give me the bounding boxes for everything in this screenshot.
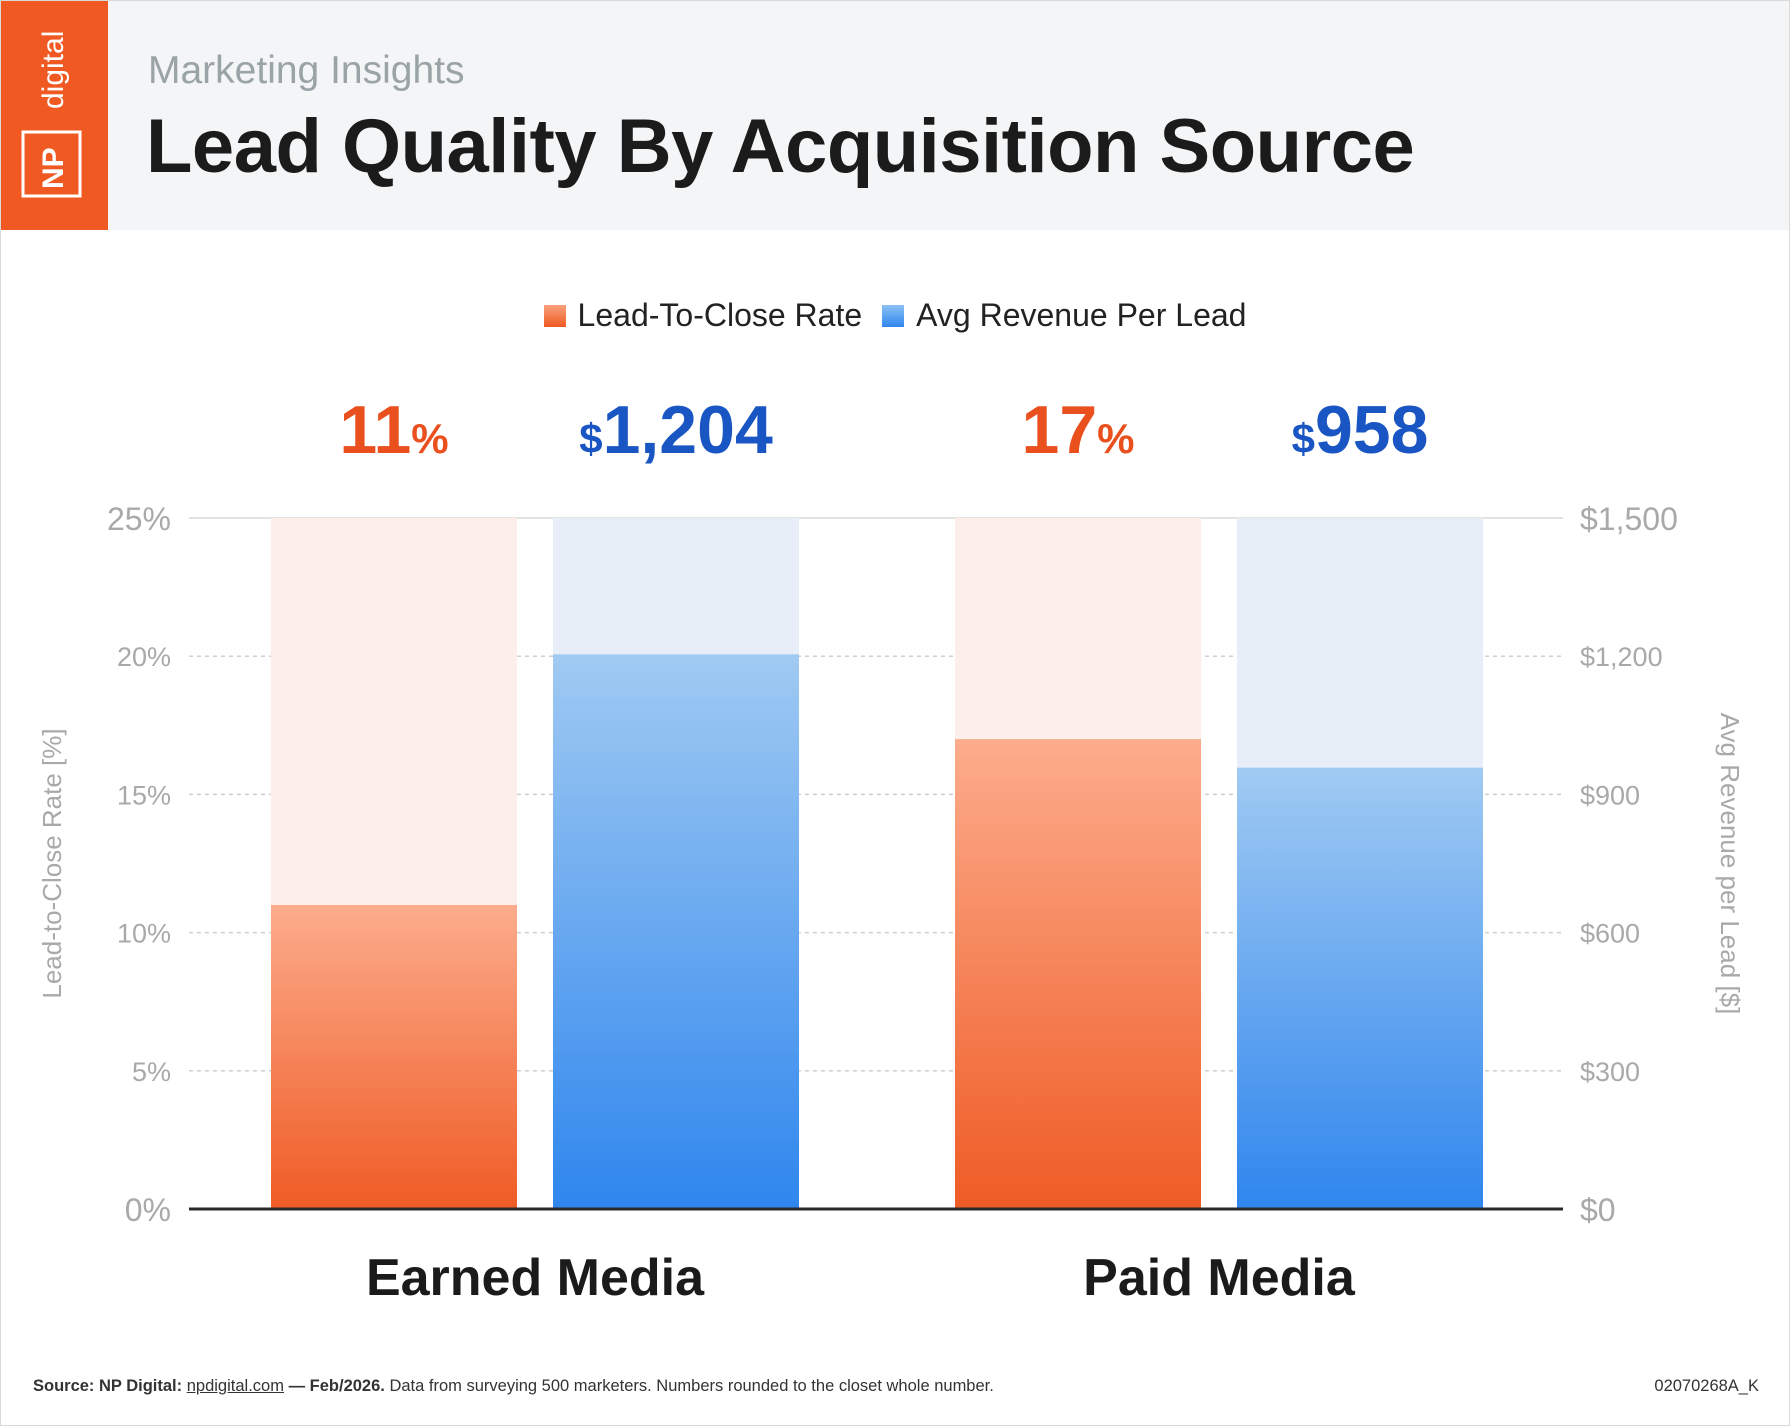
legend-swatch-blue [882, 304, 905, 327]
chart-code: 02070268A_K [1654, 1377, 1759, 1395]
right-axis-title: Avg Revenue per Lead [$] [1715, 713, 1745, 1015]
right-tick-label: $1,200 [1580, 642, 1663, 672]
data-label-avg-revenue: $958 [1292, 392, 1429, 468]
left-tick-label: 0% [125, 1192, 171, 1228]
data-label-avg-revenue: $1,204 [579, 392, 773, 468]
legend-label: Avg Revenue Per Lead [916, 297, 1247, 333]
right-tick-label: $900 [1580, 780, 1640, 810]
bar-avg-revenue [553, 654, 799, 1209]
legend-swatch-red [543, 304, 566, 327]
np-digital-logo: digital NP [1, 1, 108, 230]
category-label: Earned Media [366, 1249, 705, 1307]
right-tick-label: $300 [1580, 1057, 1640, 1087]
right-tick-label: $600 [1580, 919, 1640, 949]
left-tick-label: 10% [117, 919, 171, 949]
left-tick-label: 5% [132, 1057, 171, 1087]
header: digital NP Marketing Insights Lead Quali… [1, 1, 1789, 230]
left-axis-title: Lead-to-Close Rate [%] [37, 728, 67, 998]
chart-legend: Lead-To-Close Rate Avg Revenue Per Lead [1, 297, 1789, 334]
source-link[interactable]: npdigital.com [186, 1377, 284, 1395]
left-tick-label: 25% [107, 501, 171, 537]
bar-lead-to-close [271, 904, 517, 1209]
data-label-lead-to-close: 11% [339, 392, 448, 468]
source-label: Source: NP Digital: [33, 1377, 183, 1395]
left-tick-label: 20% [117, 642, 171, 672]
bar-lead-to-close [955, 739, 1201, 1209]
bar-avg-revenue [1237, 767, 1483, 1209]
page-title: Lead Quality By Acquisition Source [146, 104, 1415, 189]
right-tick-label: $0 [1580, 1192, 1616, 1228]
category-label: Paid Media [1083, 1249, 1356, 1307]
legend-item-lead-to-close: Lead-To-Close Rate [543, 297, 863, 334]
right-tick-label: $1,500 [1580, 501, 1678, 537]
svg-text:digital: digital [37, 31, 70, 109]
source-footer: Source: NP Digital: npdigital.com — Feb/… [33, 1377, 994, 1396]
page-subtitle: Marketing Insights [148, 49, 465, 92]
source-note: Data from surveying 500 marketers. Numbe… [389, 1377, 994, 1395]
legend-label: Lead-To-Close Rate [577, 297, 863, 333]
source-date: — Feb/2026. [288, 1377, 385, 1395]
legend-item-avg-revenue: Avg Revenue Per Lead [882, 297, 1246, 334]
svg-text:NP: NP [37, 147, 70, 189]
data-label-lead-to-close: 17% [1022, 392, 1135, 468]
left-tick-label: 15% [117, 780, 171, 810]
